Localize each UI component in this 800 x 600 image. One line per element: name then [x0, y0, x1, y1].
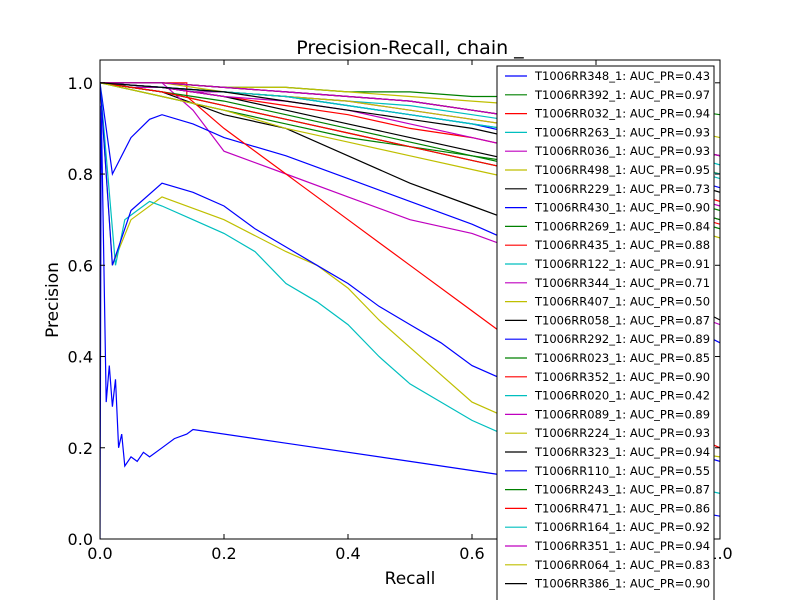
x-tick-label: 0.4 [335, 544, 360, 563]
chart-title: Precision-Recall, chain _ [296, 37, 524, 59]
legend-label: T1006RR058_1: AUC_PR=0.87 [534, 313, 710, 327]
legend: T1006RR348_1: AUC_PR=0.43 T1006RR392_1: A… [496, 65, 715, 600]
legend-label: T1006RR352_1: AUC_PR=0.90 [534, 370, 710, 384]
legend-label: T1006RR224_1: AUC_PR=0.93 [534, 426, 710, 440]
x-tick-label: 0.6 [459, 544, 484, 563]
legend-label: T1006RR323_1: AUC_PR=0.94 [534, 445, 710, 459]
legend-label: T1006RR435_1: AUC_PR=0.88 [534, 238, 710, 252]
legend-label: T1006RR263_1: AUC_PR=0.93 [534, 125, 710, 139]
y-tick-label: 0.0 [68, 530, 93, 549]
legend-label: T1006RR292_1: AUC_PR=0.89 [534, 332, 710, 346]
legend-label: T1006RR269_1: AUC_PR=0.84 [534, 219, 710, 233]
legend-label: T1006RR344_1: AUC_PR=0.71 [534, 276, 710, 290]
x-tick-label: 0.2 [211, 544, 236, 563]
legend-label: T1006RR243_1: AUC_PR=0.87 [534, 483, 710, 497]
x-axis-label: Recall [385, 569, 436, 589]
legend-label: T1006RR164_1: AUC_PR=0.92 [534, 520, 710, 534]
legend-label: T1006RR229_1: AUC_PR=0.73 [534, 182, 710, 196]
legend-label: T1006RR348_1: AUC_PR=0.43 [534, 69, 710, 83]
series-line-0 [100, 105, 720, 539]
legend-label: T1006RR407_1: AUC_PR=0.50 [534, 295, 710, 309]
legend-label: T1006RR089_1: AUC_PR=0.89 [534, 407, 710, 421]
legend-label: T1006RR351_1: AUC_PR=0.94 [534, 539, 710, 553]
legend-label: T1006RR471_1: AUC_PR=0.86 [534, 501, 710, 515]
y-tick-label: 0.8 [68, 165, 93, 184]
legend-label: T1006RR122_1: AUC_PR=0.91 [534, 257, 710, 271]
y-tick-label: 1.0 [68, 74, 93, 93]
legend-label: T1006RR036_1: AUC_PR=0.93 [534, 144, 710, 158]
y-axis-label: Precision [43, 262, 63, 338]
y-tick-label: 0.4 [68, 348, 93, 367]
legend-label: T1006RR392_1: AUC_PR=0.97 [534, 88, 710, 102]
legend-label: T1006RR032_1: AUC_PR=0.94 [534, 107, 710, 121]
legend-label: T1006RR020_1: AUC_PR=0.42 [534, 389, 710, 403]
legend-box [496, 65, 715, 600]
plot-frame [99, 59, 721, 540]
legend-label: T1006RR386_1: AUC_PR=0.90 [534, 577, 710, 591]
legend-label: T1006RR023_1: AUC_PR=0.85 [534, 351, 710, 365]
y-tick-label: 0.6 [68, 256, 93, 275]
legend-label: T1006RR430_1: AUC_PR=0.90 [534, 201, 710, 215]
legend-label: T1006RR498_1: AUC_PR=0.95 [534, 163, 710, 177]
legend-label: T1006RR064_1: AUC_PR=0.83 [534, 558, 710, 572]
x-tick-label: 0.0 [87, 544, 112, 563]
y-tick-label: 0.2 [68, 439, 93, 458]
legend-label: T1006RR110_1: AUC_PR=0.55 [534, 464, 710, 478]
